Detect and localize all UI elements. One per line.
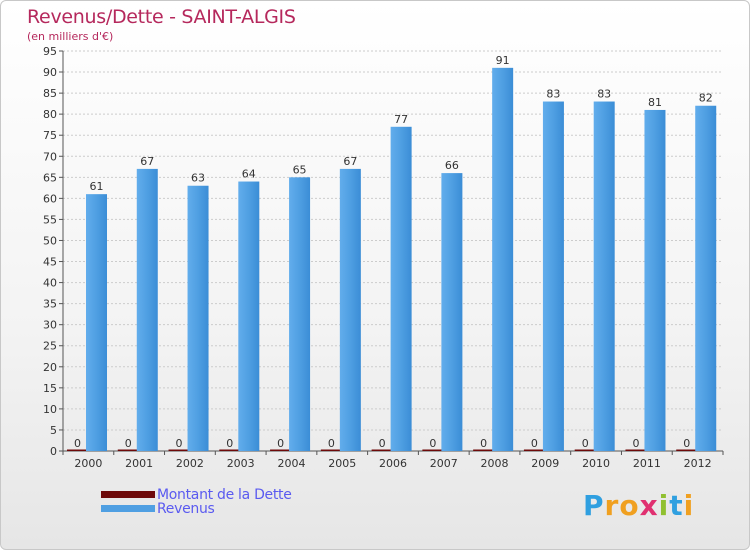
data-label-dette: 0 — [582, 437, 589, 450]
data-label-dette: 0 — [226, 437, 233, 450]
x-tick-label: 2000 — [74, 457, 102, 470]
x-tick-label: 2007 — [430, 457, 458, 470]
x-tick-label: 2008 — [481, 457, 509, 470]
y-tick-label: 60 — [43, 192, 57, 205]
data-label-dette: 0 — [683, 437, 690, 450]
x-tick-label: 2011 — [633, 457, 661, 470]
bar-revenus — [86, 194, 107, 451]
data-label-revenus: 77 — [394, 113, 408, 126]
x-tick-label: 2003 — [227, 457, 255, 470]
legend-swatch-dette — [101, 491, 155, 498]
bar-revenus — [441, 173, 463, 451]
data-label-revenus: 67 — [343, 155, 357, 168]
bar-revenus — [390, 126, 412, 451]
bar-dette — [676, 449, 698, 451]
data-label-revenus: 91 — [496, 54, 510, 67]
y-tick-label: 85 — [43, 87, 57, 100]
x-tick-label: 2009 — [531, 457, 559, 470]
y-tick-label: 35 — [43, 298, 57, 311]
legend-swatch-revenus — [101, 505, 155, 512]
data-label-revenus: 67 — [140, 155, 154, 168]
x-tick-label: 2012 — [684, 457, 712, 470]
y-tick-label: 30 — [43, 319, 57, 332]
y-tick-label: 55 — [43, 213, 57, 226]
y-tick-label: 50 — [43, 234, 57, 247]
bar-dette — [117, 449, 139, 451]
y-tick-label: 20 — [43, 361, 57, 374]
y-tick-label: 40 — [43, 277, 57, 290]
y-tick-label: 65 — [43, 171, 57, 184]
x-tick-label: 2004 — [277, 457, 305, 470]
bar-revenus — [238, 181, 260, 452]
y-tick-label: 10 — [43, 403, 57, 416]
y-tick-label: 5 — [50, 424, 57, 437]
y-tick-label: 25 — [43, 340, 57, 353]
bar-dette — [67, 449, 88, 451]
chart-title: Revenus/Dette - SAINT-ALGIS — [27, 6, 296, 28]
data-label-revenus: 81 — [648, 96, 662, 109]
bar-dette — [168, 449, 190, 451]
y-tick-label: 95 — [43, 45, 57, 58]
bar-dette — [270, 449, 292, 451]
x-tick-label: 2001 — [125, 457, 153, 470]
bar-dette — [523, 449, 545, 451]
y-tick-label: 45 — [43, 256, 57, 269]
proxiti-logo: Proxiti — [583, 489, 695, 522]
y-tick-label: 75 — [43, 129, 57, 142]
data-label-dette: 0 — [531, 437, 538, 450]
x-tick-label: 2005 — [328, 457, 356, 470]
x-tick-label: 2006 — [379, 457, 407, 470]
data-label-dette: 0 — [379, 437, 386, 450]
data-label-revenus: 83 — [546, 88, 560, 101]
data-label-dette: 0 — [74, 437, 81, 450]
bar-revenus — [187, 185, 209, 451]
bar-revenus — [289, 177, 311, 451]
data-label-dette: 0 — [429, 437, 436, 450]
bar-dette — [219, 449, 241, 451]
legend-label-dette: Montant de la Dette — [157, 487, 292, 503]
x-tick-label: 2010 — [582, 457, 610, 470]
data-label-revenus: 66 — [445, 159, 459, 172]
y-tick-label: 80 — [43, 108, 57, 121]
legend-label-revenus: Revenus — [157, 501, 215, 517]
chart-subtitle: (en milliers d'€) — [27, 30, 114, 43]
data-label-dette: 0 — [125, 437, 132, 450]
bar-revenus — [644, 109, 666, 452]
bar-dette — [625, 449, 647, 451]
data-label-dette: 0 — [632, 437, 639, 450]
y-tick-label: 70 — [43, 150, 57, 163]
bar-revenus — [492, 67, 514, 451]
data-label-revenus: 61 — [90, 180, 104, 193]
data-label-revenus: 64 — [242, 168, 256, 181]
bar-revenus — [136, 168, 158, 452]
bar-revenus — [542, 101, 564, 452]
data-label-dette: 0 — [328, 437, 335, 450]
data-label-revenus: 65 — [293, 163, 307, 176]
bar-dette — [320, 449, 342, 451]
y-tick-label: 90 — [43, 66, 57, 79]
bar-dette — [371, 449, 393, 451]
bar-revenus — [593, 101, 615, 452]
data-label-dette: 0 — [480, 437, 487, 450]
y-tick-label: 15 — [43, 382, 57, 395]
data-label-dette: 0 — [176, 437, 183, 450]
bar-revenus — [695, 105, 717, 451]
bar-dette — [422, 449, 444, 451]
data-label-revenus: 82 — [699, 92, 713, 105]
x-tick-label: 2002 — [176, 457, 204, 470]
bar-revenus — [339, 168, 361, 452]
data-label-revenus: 63 — [191, 172, 205, 185]
data-label-dette: 0 — [277, 437, 284, 450]
bar-dette — [574, 449, 596, 451]
bar-dette — [473, 449, 495, 451]
data-label-revenus: 83 — [597, 88, 611, 101]
y-tick-label: 0 — [50, 445, 57, 458]
